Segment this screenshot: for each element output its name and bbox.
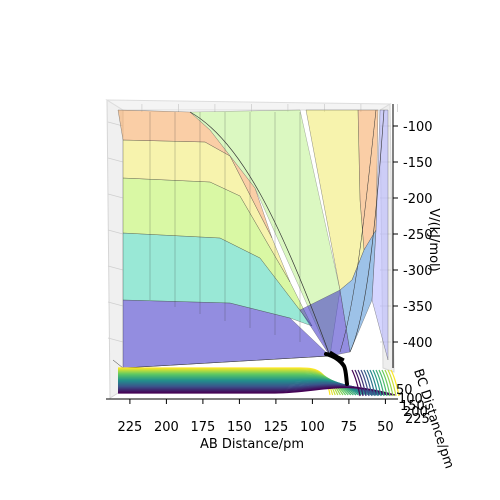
z-tick-label: -250 [403, 228, 433, 243]
contour-line [118, 373, 347, 396]
z-tick-label: -300 [403, 264, 433, 279]
surface-bands [117, 109, 389, 369]
z-tick-label: -100 [403, 120, 433, 135]
z-tick-label: -200 [403, 192, 433, 207]
grid-line [107, 229, 124, 235]
contour-line [390, 369, 400, 397]
contour-line [366, 369, 376, 397]
x-tick-label: 175 [190, 420, 215, 435]
z-tick-label: -400 [403, 336, 433, 351]
back-pane-top [105, 99, 392, 111]
contour-line [363, 369, 373, 397]
z-axis-label: V/(kJ/mol) [426, 208, 441, 271]
z-tick-label: -150 [403, 156, 433, 171]
surface-band [371, 109, 389, 361]
y-tick-label: 100 [398, 392, 423, 407]
contour-line [118, 374, 349, 396]
contour-line [118, 380, 367, 396]
grid-line [107, 301, 124, 307]
contour-line [118, 377, 357, 396]
back-pane-left [106, 99, 124, 399]
contour-line [354, 369, 364, 397]
grid-line [107, 265, 124, 271]
contour-line [381, 369, 391, 397]
y-tick-label: 225 [405, 412, 430, 427]
trajectory-path [324, 352, 349, 386]
x-tick-label: 100 [300, 420, 325, 435]
x-tick-label: 50 [377, 420, 394, 435]
contour-line [387, 369, 397, 397]
contour-line [360, 369, 370, 397]
contour-line [357, 369, 367, 397]
y-tick-label: 50 [396, 383, 413, 398]
grid-line [107, 157, 124, 163]
contour-lines [118, 367, 400, 397]
grid-line [107, 337, 124, 343]
x-tick-label: 150 [227, 420, 252, 435]
contour-line [378, 369, 388, 397]
contour-line [118, 379, 365, 396]
contour-line [118, 378, 359, 396]
contour-line [384, 369, 394, 397]
contour-line [372, 369, 382, 397]
contour-line [351, 369, 361, 397]
contour-line [118, 378, 362, 396]
contour-line [118, 375, 352, 396]
mesh-line [189, 111, 331, 357]
z-tick-label: -350 [403, 300, 433, 315]
trajectory-tail [329, 350, 345, 362]
x-tick-label: 125 [263, 420, 288, 435]
x-tick-label: 75 [341, 420, 358, 435]
z-axis-ticks: -100 -150 -200 -250 -300 -350 -400 [393, 120, 433, 351]
contour-line [118, 381, 370, 396]
mesh-line [339, 109, 377, 353]
contour-line [369, 369, 379, 397]
x-tick-label: 200 [154, 420, 179, 435]
y-tick-label: 200 [403, 405, 428, 420]
contour-line [118, 376, 354, 396]
x-axis-label: AB Distance/pm [200, 437, 304, 452]
contour-line [375, 369, 385, 397]
x-axis-ticks: 225 200 175 150 125 100 75 50 [117, 399, 394, 435]
grid-line [107, 193, 124, 199]
x-tick-label: 225 [117, 420, 142, 435]
mesh-line [349, 109, 385, 353]
y-tick-label: 150 [400, 399, 425, 414]
